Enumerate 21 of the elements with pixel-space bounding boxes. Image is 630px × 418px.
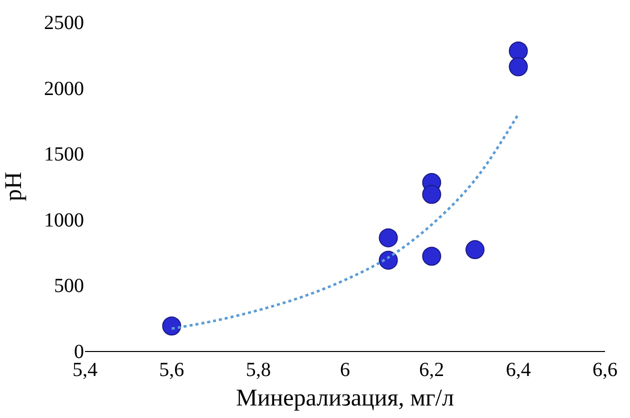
y-tick-label: 500: [54, 275, 84, 298]
point: [466, 240, 484, 260]
point: [422, 246, 442, 266]
point: [378, 228, 398, 248]
point: [378, 250, 398, 270]
y-tick-label: 2500: [44, 12, 84, 34]
x-tick-label: 5,8: [246, 359, 271, 381]
point: [422, 184, 442, 204]
point: [508, 57, 528, 76]
x-tick-label: 6: [340, 359, 350, 381]
x-tick-label: 6,2: [419, 359, 444, 381]
point: [162, 316, 182, 336]
y-tick-label: 1000: [44, 209, 84, 232]
y-tick-label: 1500: [44, 144, 84, 166]
point: [508, 41, 528, 60]
x-tick-label: 5,6: [159, 359, 184, 381]
x-tick-label: 6,6: [592, 359, 618, 381]
y-axis-title: pH: [1, 172, 28, 202]
x-axis-title: Минерализация, мг/л: [236, 385, 454, 412]
y-tick-label: 2000: [44, 78, 84, 100]
x-tick-label: 6,4: [506, 359, 531, 381]
